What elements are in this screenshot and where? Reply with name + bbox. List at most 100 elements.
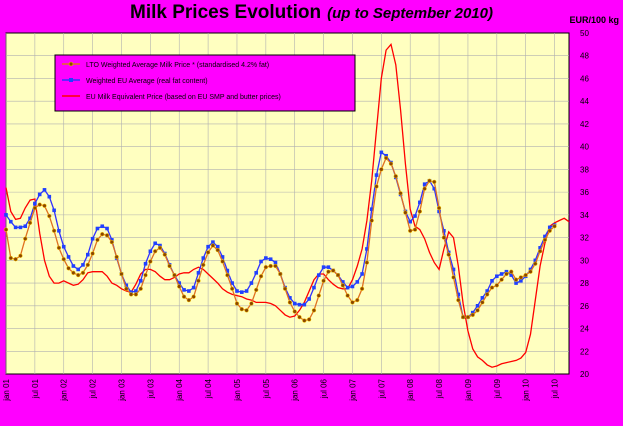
- data-point: [282, 286, 288, 291]
- x-tick-label: jul 04: [204, 378, 213, 399]
- data-point: [138, 286, 143, 291]
- data-point: [259, 259, 263, 264]
- data-point: [499, 277, 504, 282]
- data-point: [292, 309, 297, 314]
- data-point: [28, 216, 32, 221]
- data-point: [379, 167, 384, 172]
- data-point: [95, 226, 100, 231]
- data-point: [244, 289, 249, 293]
- x-tick-label: jul 10: [551, 378, 560, 399]
- data-point: [519, 278, 523, 283]
- x-tick-label: jul 02: [89, 378, 98, 399]
- y-tick-label: 30: [580, 256, 589, 265]
- data-point: [124, 286, 129, 291]
- data-point: [143, 272, 148, 278]
- data-point: [316, 293, 321, 298]
- x-tick-label: jul 03: [146, 378, 155, 399]
- data-point: [90, 236, 95, 241]
- data-point: [538, 246, 542, 250]
- data-point: [297, 302, 302, 307]
- data-point: [441, 235, 447, 240]
- data-point: [456, 297, 461, 303]
- data-point: [196, 271, 201, 275]
- x-tick-label: jan 05: [233, 378, 242, 401]
- data-point: [326, 269, 331, 274]
- legend-label: Weighted EU Average (real fat content): [86, 78, 208, 85]
- data-point: [4, 213, 8, 217]
- data-point: [470, 312, 475, 318]
- data-point: [56, 245, 62, 250]
- data-point: [446, 252, 451, 257]
- data-point: [157, 245, 163, 250]
- data-point: [321, 278, 326, 283]
- data-point: [365, 247, 369, 251]
- legend-label: EU Milk Equivalent Price (based on EU SM…: [86, 94, 281, 101]
- legend-entry-2: Weighted EU Average (real fat content): [62, 78, 208, 85]
- data-point: [225, 272, 230, 278]
- data-point: [490, 278, 494, 283]
- data-point: [547, 225, 552, 230]
- y-tick-label: 38: [580, 165, 589, 174]
- data-point: [80, 270, 86, 275]
- x-tick-label: jan 06: [291, 378, 300, 401]
- data-point: [105, 226, 109, 231]
- data-point: [393, 174, 398, 179]
- data-point: [518, 275, 524, 280]
- data-point: [235, 289, 239, 293]
- data-point: [418, 200, 422, 205]
- data-point: [244, 308, 249, 313]
- data-point: [206, 244, 210, 249]
- data-point: [384, 153, 388, 158]
- data-point: [542, 237, 548, 243]
- legend-marker: [68, 61, 74, 67]
- data-point: [302, 302, 307, 307]
- data-point: [114, 254, 119, 260]
- data-point: [494, 283, 499, 288]
- data-point: [258, 274, 264, 279]
- data-point: [340, 283, 345, 288]
- data-point: [312, 285, 316, 290]
- data-point: [196, 278, 201, 283]
- data-point: [201, 256, 206, 260]
- y-tick-label: 28: [580, 279, 589, 288]
- data-point: [513, 277, 519, 282]
- data-point: [359, 286, 365, 291]
- y-tick-label: 50: [580, 29, 589, 38]
- data-point: [66, 266, 71, 271]
- data-point: [47, 194, 52, 199]
- data-point: [18, 225, 23, 230]
- data-point: [110, 238, 114, 242]
- data-point: [307, 297, 311, 301]
- data-point: [109, 239, 115, 245]
- data-point: [27, 220, 33, 225]
- data-point: [480, 300, 485, 305]
- data-point: [499, 272, 504, 276]
- data-point: [172, 272, 177, 278]
- data-point: [162, 252, 167, 257]
- data-point: [3, 227, 9, 232]
- data-point: [436, 205, 442, 211]
- data-point: [95, 237, 100, 243]
- data-point: [427, 178, 432, 183]
- data-point: [475, 308, 480, 313]
- data-point: [528, 267, 533, 272]
- data-point: [225, 268, 230, 273]
- data-point: [234, 301, 240, 306]
- data-point: [61, 244, 66, 249]
- y-axis-ticks: 20 22 24 26 28 30 32 34 36 38 40 42 44 46 48 50: [580, 29, 589, 379]
- data-point: [451, 267, 456, 272]
- data-point: [23, 224, 28, 229]
- x-tick-label: jul 05: [262, 378, 271, 399]
- data-point: [537, 249, 543, 254]
- data-point: [128, 292, 134, 297]
- data-point: [480, 296, 485, 300]
- data-point: [379, 150, 384, 155]
- x-tick-label: jan 09: [464, 378, 473, 401]
- data-point: [71, 270, 76, 275]
- data-point: [485, 289, 489, 293]
- data-point: [23, 236, 28, 241]
- data-point: [460, 315, 466, 320]
- data-point: [369, 218, 374, 223]
- x-axis-ticks: jan 01 jul 01 jan 02 jul 02 jan 03 jul 03 jan …: [2, 378, 560, 401]
- y-tick-label: 24: [580, 325, 589, 334]
